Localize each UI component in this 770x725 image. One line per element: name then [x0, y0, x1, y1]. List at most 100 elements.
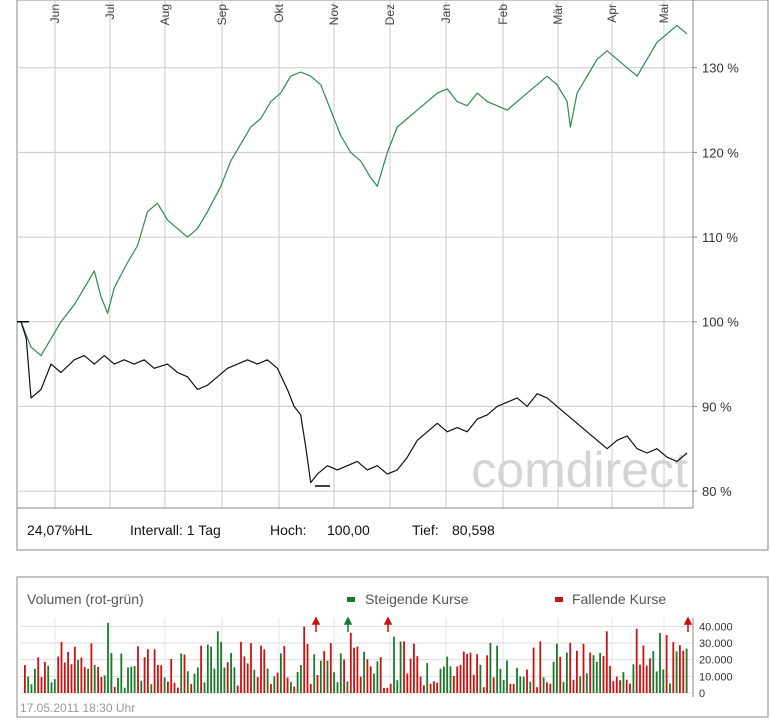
- y-tick-label: 80 %: [702, 484, 732, 499]
- volume-bar: [253, 669, 256, 693]
- volume-bar: [675, 651, 678, 693]
- volume-bar: [133, 666, 136, 693]
- volume-bar: [642, 645, 645, 693]
- volume-bar: [449, 666, 452, 693]
- volume-tick-label: 20.000: [699, 655, 733, 667]
- volume-bar: [396, 680, 399, 693]
- volume-bar: [40, 677, 43, 693]
- volume-bar: [389, 683, 392, 693]
- volume-bar: [549, 683, 552, 693]
- volume-bar: [682, 650, 685, 693]
- volume-bar: [200, 645, 202, 693]
- volume-bar: [233, 667, 236, 693]
- volume-title: Volumen (rot-grün): [27, 591, 144, 607]
- volume-bar: [157, 664, 159, 693]
- volume-bar: [206, 644, 209, 693]
- volume-bar: [97, 667, 99, 693]
- series-line-black: [20, 321, 688, 484]
- volume-bar: [662, 669, 665, 693]
- volume-bar: [599, 653, 601, 693]
- volume-bar: [572, 679, 575, 693]
- volume-bar: [456, 666, 459, 693]
- volume-bar: [406, 673, 409, 693]
- volume-bar: [243, 656, 246, 693]
- volume-bar: [635, 628, 638, 693]
- volume-bar: [24, 665, 26, 693]
- volume-bar: [107, 622, 109, 693]
- legend-down-swatch: [555, 597, 563, 602]
- volume-bar: [562, 681, 565, 693]
- volume-bar: [659, 632, 661, 693]
- volume-bar: [509, 683, 512, 693]
- volume-bar: [612, 681, 615, 693]
- legend-up-label: Steigende Kurse: [365, 591, 469, 607]
- volume-bar: [579, 676, 582, 693]
- volume-bar: [246, 663, 249, 693]
- volume-bar: [127, 667, 129, 693]
- volume-bar: [373, 673, 375, 693]
- volume-bar: [173, 682, 176, 693]
- volume-bar: [426, 663, 429, 693]
- volume-bar: [303, 626, 306, 693]
- volume-bar: [625, 679, 628, 693]
- x-tick-label: Okt: [272, 3, 286, 22]
- volume-bar: [433, 681, 435, 693]
- volume-bar: [519, 676, 522, 693]
- main-grid: [17, 0, 693, 508]
- volume-bar: [270, 684, 272, 693]
- volume-bar: [429, 683, 432, 693]
- volume-bar: [622, 672, 625, 693]
- volume-bar: [413, 643, 415, 693]
- volume-bar: [63, 662, 66, 693]
- volume-bar: [522, 676, 525, 693]
- volume-bar: [452, 676, 455, 693]
- volume-bar: [409, 658, 412, 693]
- volume-bar: [423, 685, 425, 693]
- volume-bar: [276, 672, 279, 693]
- volume-bar: [306, 643, 309, 693]
- volume-bar: [356, 646, 359, 693]
- volume-bar: [273, 676, 276, 693]
- volume-bar: [459, 664, 462, 693]
- volume-bar: [67, 651, 69, 693]
- main-chart-frame: [16, 0, 769, 551]
- volume-bar: [472, 674, 475, 693]
- volume-bar: [323, 651, 326, 693]
- legend-down-label: Fallende Kurse: [572, 591, 666, 607]
- volume-bar: [585, 673, 588, 693]
- volume-bar: [592, 655, 595, 693]
- volume-bar: [103, 675, 106, 693]
- volume-bar: [47, 665, 50, 693]
- volume-bar: [27, 676, 30, 693]
- series-lines: [17, 24, 688, 487]
- volume-bar: [595, 661, 598, 693]
- volume-bar: [479, 664, 482, 693]
- volume-bar: [632, 664, 635, 693]
- volume-bar: [130, 666, 133, 693]
- volume-bar: [399, 641, 402, 693]
- volume-bar: [629, 683, 631, 693]
- volume-bar: [326, 660, 329, 693]
- volume-bar: [353, 647, 355, 693]
- volume-bar: [230, 653, 232, 693]
- volume-bar: [30, 684, 33, 693]
- volume-bar: [512, 683, 515, 693]
- volume-bar: [529, 681, 532, 693]
- volume-bar: [137, 646, 139, 693]
- volume-bar: [290, 682, 292, 693]
- volume-bar: [329, 643, 332, 693]
- volume-bar: [552, 661, 555, 693]
- volume-bar: [416, 656, 419, 693]
- volume-bar: [349, 632, 352, 693]
- volume-bar: [177, 687, 179, 693]
- volume-bar: [602, 656, 605, 693]
- volume-bar: [639, 664, 641, 693]
- y-tick-label: 110 %: [702, 230, 738, 245]
- volume-bars: [24, 616, 693, 693]
- volume-overflow-arrow: [383, 616, 393, 632]
- volume-bar: [496, 645, 498, 693]
- volume-bar: [576, 650, 578, 693]
- watermark: comdirect: [471, 442, 688, 498]
- volume-bar: [120, 653, 123, 693]
- volume-bar: [672, 642, 675, 693]
